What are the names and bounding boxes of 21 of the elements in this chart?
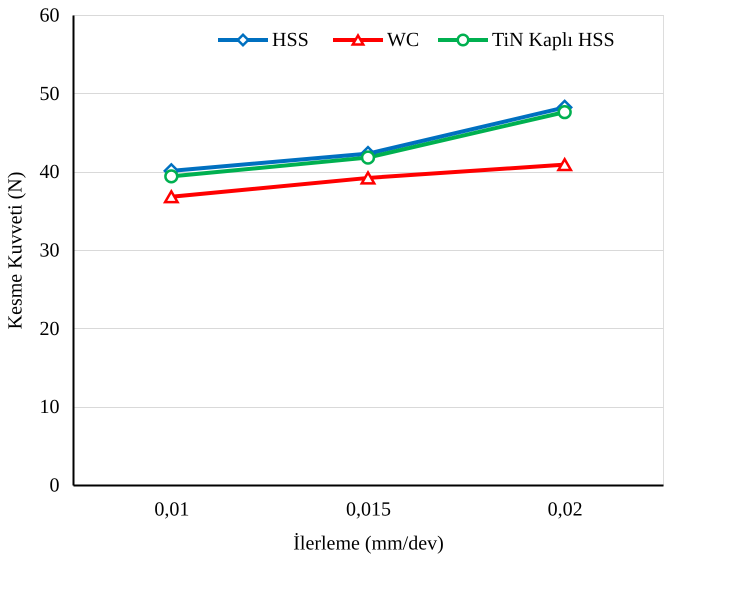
y-axis-title: Kesme Kuvveti (N) [4, 172, 26, 330]
y-tick-label: 0 [50, 474, 60, 496]
point [164, 169, 178, 184]
legend-label: HSS [272, 29, 309, 51]
x-tick-label: 0,02 [548, 498, 583, 520]
point [558, 104, 572, 120]
y-tick-label: 60 [40, 4, 60, 26]
x-tick-label: 0,01 [154, 498, 190, 520]
y-tick-label: 20 [40, 318, 60, 340]
y-tick-label: 40 [40, 161, 60, 184]
y-tick-label: 50 [40, 82, 60, 105]
point [360, 171, 376, 185]
point [360, 150, 376, 165]
legend-label: TiN Kaplı HSS [492, 29, 615, 51]
x-axis-title: İlerleme (mm/dev) [293, 532, 444, 554]
legend-label: WC [387, 29, 420, 51]
x-tick-label: 0,015 [346, 498, 391, 520]
point [164, 190, 179, 204]
y-tick-label: 10 [40, 396, 60, 418]
point [557, 158, 572, 172]
y-tick-label: 30 [40, 240, 60, 262]
